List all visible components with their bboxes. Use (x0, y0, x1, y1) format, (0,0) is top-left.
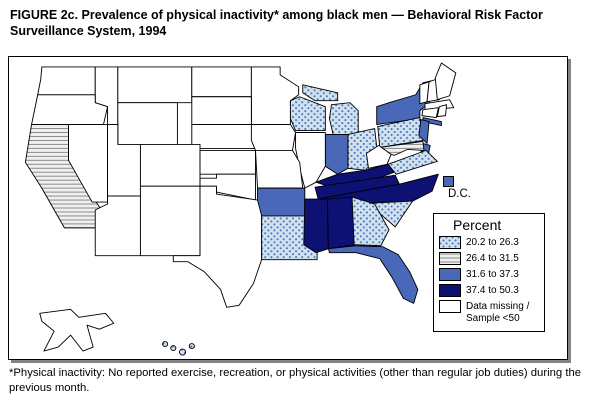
dc-indicator: D.C. (439, 176, 509, 200)
dc-label: D.C. (448, 188, 471, 200)
state-tx (172, 185, 263, 308)
state-ks (199, 149, 256, 175)
state-ct (421, 107, 439, 119)
state-ga (351, 196, 390, 247)
state-sd (191, 96, 252, 126)
state-ny (376, 80, 432, 126)
state-ri (436, 104, 448, 118)
figure-title: FIGURE 2c. Prevalence of physical inacti… (10, 8, 543, 39)
figure-footnote: *Physical inactivity: No reported exerci… (9, 367, 582, 394)
state-wy (117, 102, 178, 145)
legend-swatch-cat4 (439, 284, 461, 297)
state-in (324, 134, 349, 175)
state-co (139, 143, 201, 187)
state-al (326, 196, 356, 250)
state-pa (377, 117, 424, 148)
legend-title: Percent (453, 217, 502, 233)
state-ak (39, 308, 115, 352)
state-mi-upper (302, 84, 339, 102)
legend-item-5: Data missing / Sample <50 (439, 300, 539, 325)
map-figure-box: D.C. Percent 20.2 to 26.3 26.4 to 31.5 (8, 56, 568, 360)
state-wv (365, 144, 392, 169)
legend-label-cat5: Data missing / Sample <50 (466, 301, 530, 324)
state-nm (139, 185, 201, 257)
state-il (295, 132, 326, 189)
state-ms (303, 198, 329, 254)
legend-label-cat4: 37.4 to 50.3 (466, 285, 519, 296)
state-fl (327, 245, 419, 304)
legend-swatch-cat1 (439, 236, 461, 249)
legend-item-4: 37.4 to 50.3 (439, 284, 539, 297)
state-wi (289, 96, 326, 131)
legend-item-2: 26.4 to 31.5 (439, 252, 539, 265)
legend-label-cat3: 31.6 to 37.3 (466, 269, 519, 280)
state-ar (257, 187, 306, 217)
legend-item-1: 20.2 to 26.3 (439, 236, 539, 249)
state-mt (117, 66, 193, 104)
state-az (94, 195, 141, 257)
state-me (434, 62, 457, 101)
state-nd (191, 66, 252, 98)
legend-swatch-cat5 (439, 300, 461, 313)
legend: Percent 20.2 to 26.3 26.4 to 31.5 31.6 t… (433, 213, 545, 332)
legend-label-cat2: 26.4 to 31.5 (466, 253, 519, 264)
state-ia (250, 124, 297, 151)
us-map (24, 62, 457, 356)
state-mi (328, 102, 363, 137)
state-wa (37, 66, 96, 96)
dc-state-swatch (443, 176, 454, 187)
legend-item-3: 31.6 to 37.3 (439, 268, 539, 281)
state-nj (418, 119, 430, 144)
legend-swatch-cat2 (439, 252, 461, 265)
dc-square (443, 176, 454, 187)
legend-swatch-cat3 (439, 268, 461, 281)
state-hi (162, 341, 195, 356)
legend-label-cat1: 20.2 to 26.3 (466, 237, 519, 248)
state-nv (68, 124, 109, 203)
state-mo (255, 149, 304, 189)
